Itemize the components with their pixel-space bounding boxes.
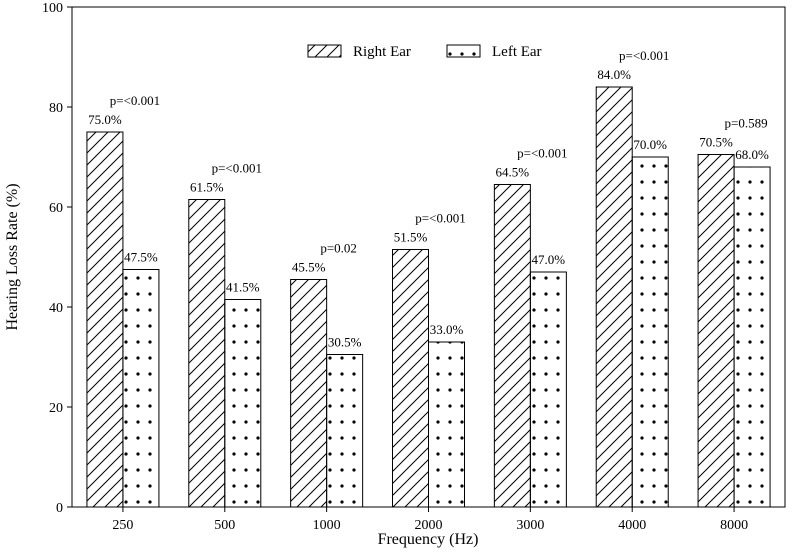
x-tick-label: 8000 [720, 518, 748, 533]
p-value-label: p=0.02 [320, 241, 357, 256]
data-label: 41.5% [226, 280, 260, 295]
p-value-label: p=0.589 [725, 116, 768, 131]
data-label: 33.0% [430, 322, 464, 337]
bar-right-ear-250 [86, 131, 124, 508]
x-tick-label: 2000 [415, 518, 443, 533]
bar-left-ear-8000 [733, 166, 771, 508]
bar-left-ear-3000 [529, 271, 567, 508]
x-tick-label: 500 [214, 518, 235, 533]
x-tick-label: 250 [112, 518, 133, 533]
data-label: 70.5% [699, 135, 733, 150]
bar-left-ear-2000 [428, 341, 465, 508]
legend-label-right-ear: Right Ear [353, 44, 411, 60]
data-label: 45.5% [292, 260, 326, 275]
y-tick-label: 100 [42, 1, 63, 16]
p-value-label: p=<0.001 [110, 93, 160, 108]
x-tick-label: 4000 [618, 518, 646, 533]
x-axis-label: Frequency (Hz) [378, 531, 479, 548]
data-label: 64.5% [496, 165, 530, 180]
y-tick-label: 20 [49, 401, 63, 416]
data-label: 84.0% [597, 67, 631, 82]
data-label: 47.5% [124, 250, 158, 265]
data-label: 30.5% [328, 335, 362, 350]
legend-swatch-left-ear [446, 44, 481, 58]
p-value-label: p=<0.001 [517, 146, 567, 161]
p-value-label: p=<0.001 [415, 211, 465, 226]
p-value-label: p=<0.001 [212, 161, 262, 176]
data-label: 68.0% [735, 147, 769, 162]
bar-right-ear-4000 [595, 86, 633, 508]
legend: Right Ear Left Ear [307, 44, 542, 60]
legend-label-left-ear: Left Ear [492, 44, 542, 60]
bar-right-ear-2000 [392, 249, 429, 508]
bar-left-ear-250 [122, 269, 160, 508]
bar-right-ear-1000 [290, 279, 328, 508]
x-tick-label: 1000 [313, 518, 341, 533]
y-tick-label: 40 [49, 301, 63, 316]
y-axis-label: Hearing Loss Rate (%) [4, 183, 21, 330]
y-tick-label: 60 [49, 201, 63, 216]
bar-left-ear-500 [224, 299, 262, 508]
bar-left-ear-4000 [631, 156, 669, 508]
data-label: 51.5% [394, 230, 428, 245]
bar-right-ear-3000 [493, 184, 531, 508]
bar-right-ear-8000 [697, 154, 735, 508]
data-label: 47.0% [532, 252, 566, 267]
plot-frame [71, 6, 786, 508]
bar-right-ear-500 [188, 199, 226, 508]
data-label: 75.0% [88, 112, 122, 127]
x-tick-label: 3000 [516, 518, 544, 533]
legend-swatch-right-ear [307, 44, 342, 58]
data-label: 70.0% [633, 137, 667, 152]
y-tick-label: 80 [49, 101, 63, 116]
data-label: 61.5% [190, 180, 224, 195]
bar-left-ear-1000 [326, 354, 364, 508]
y-tick-label: 0 [56, 501, 63, 516]
p-value-label: p=<0.001 [619, 48, 669, 63]
